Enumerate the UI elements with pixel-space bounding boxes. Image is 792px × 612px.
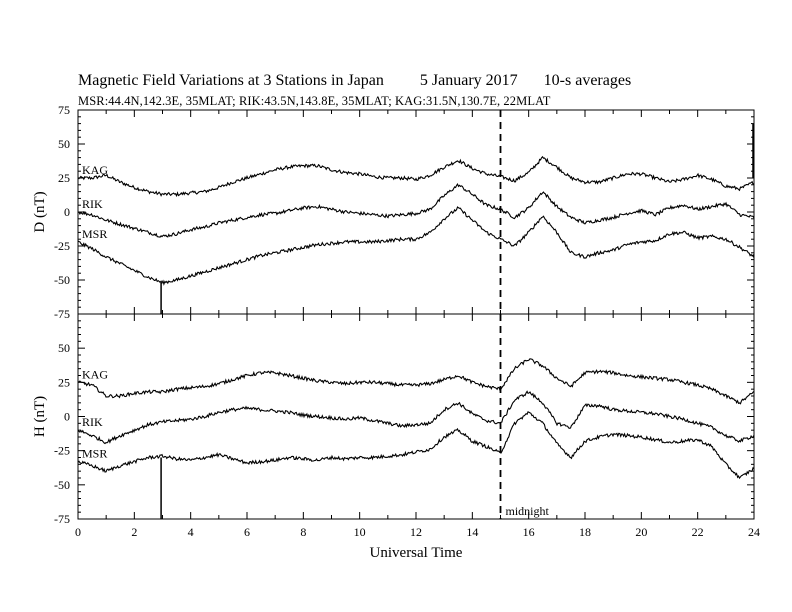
series-line-rik — [77, 390, 755, 445]
stations-line: MSR:44.4N,142.3E, 35MLAT; RIK:43.5N,143.… — [78, 94, 551, 108]
y-tick-label: 50 — [58, 341, 70, 355]
y-tick-label: 50 — [58, 137, 70, 151]
series-label-kag: KAG — [82, 367, 108, 381]
series-label-msr: MSR — [82, 447, 107, 461]
y-tick-label: -25 — [54, 444, 70, 458]
chart-date: 5 January 2017 — [419, 72, 518, 89]
y-tick-label: -75 — [54, 307, 70, 321]
y-tick-label: 25 — [58, 375, 70, 389]
y-tick-label: 0 — [64, 410, 70, 424]
chart-averaging: 10-s averages — [543, 72, 632, 89]
y-tick-label: -25 — [54, 239, 70, 253]
x-tick-label: 10 — [354, 525, 366, 539]
series-label-rik: RIK — [82, 197, 103, 211]
series-label-msr: MSR — [82, 227, 107, 241]
y-tick-label: -50 — [54, 273, 70, 287]
x-tick-label: 2 — [131, 525, 137, 539]
x-tick-label: 4 — [188, 525, 194, 539]
panel-frame — [77, 109, 755, 315]
chart-title: Magnetic Field Variations at 3 Stations … — [78, 72, 384, 89]
x-tick-label: 18 — [579, 525, 591, 539]
x-tick-label: 24 — [748, 525, 760, 539]
y-tick-label: -75 — [54, 512, 70, 526]
series-line-msr — [77, 206, 755, 286]
series-line-msr — [77, 411, 755, 480]
x-tick-label: 6 — [244, 525, 250, 539]
x-tick-label: 0 — [75, 525, 81, 539]
x-tick-label: 22 — [692, 525, 704, 539]
y-tick-label: 75 — [58, 103, 70, 117]
y-axis-label: H (nT) — [32, 396, 48, 437]
y-axis-label: D (nT) — [32, 191, 48, 232]
chart-header: Magnetic Field Variations at 3 Stations … — [78, 72, 631, 90]
x-tick-label: 8 — [300, 525, 306, 539]
series-line-rik — [77, 182, 755, 238]
x-tick-label: 20 — [635, 525, 647, 539]
y-tick-label: 0 — [64, 205, 70, 219]
y-tick-label: 25 — [58, 171, 70, 185]
panel-frame — [77, 313, 755, 520]
series-label-rik: RIK — [82, 415, 103, 429]
x-tick-label: 14 — [466, 525, 478, 539]
series-line-kag — [77, 358, 755, 405]
x-axis-label: Universal Time — [370, 545, 463, 561]
y-tick-label: -50 — [54, 478, 70, 492]
x-tick-label: 16 — [523, 525, 535, 539]
series-label-kag: KAG — [82, 163, 108, 177]
midnight-annotation: midnight — [506, 504, 550, 518]
x-tick-label: 12 — [410, 525, 422, 539]
series-line-kag — [77, 155, 755, 198]
